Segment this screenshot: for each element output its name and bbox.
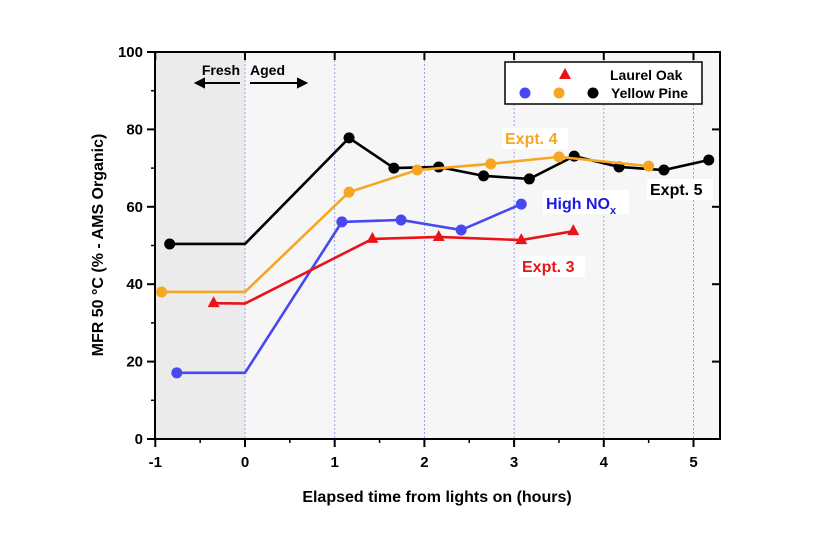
- data-point: [156, 286, 168, 298]
- data-point: [411, 164, 423, 176]
- data-point: [478, 170, 490, 182]
- data-point: [164, 238, 176, 250]
- data-point: [567, 224, 580, 236]
- data-point: [343, 132, 355, 144]
- series-label: Expt. 3: [522, 259, 575, 276]
- data-point: [643, 160, 655, 172]
- data-point: [703, 154, 715, 166]
- label-bg: [647, 179, 713, 200]
- aged-label: Aged: [250, 62, 285, 78]
- y-tick-label: 80: [126, 121, 143, 138]
- legend-label: Laurel Oak: [610, 67, 683, 83]
- data-point: [515, 233, 528, 245]
- x-tick-label: 0: [241, 454, 249, 471]
- x-tick-label: 3: [510, 454, 518, 471]
- arrow-right-icon: [250, 77, 309, 89]
- label-bg: [502, 128, 568, 149]
- data-point: [336, 216, 348, 228]
- data-point: [523, 173, 535, 185]
- data-point: [455, 224, 467, 236]
- legend-marker: [553, 87, 565, 99]
- series-label: Expt. 4: [505, 131, 558, 148]
- fresh-label: Fresh: [202, 62, 240, 78]
- data-point: [388, 162, 400, 174]
- x-tick-label: 5: [689, 454, 697, 471]
- plot-area: [155, 52, 720, 439]
- data-point: [432, 229, 445, 241]
- y-tick-label: 100: [118, 44, 143, 61]
- x-tick-label: -1: [149, 454, 162, 471]
- label-bg: [543, 190, 629, 214]
- legend-marker: [519, 87, 531, 99]
- legend-label: Yellow Pine: [611, 85, 688, 101]
- series-line: [176, 202, 522, 375]
- data-point: [553, 151, 565, 163]
- x-tick-label: 1: [331, 454, 339, 471]
- arrow-left-icon: [193, 77, 240, 89]
- legend: [504, 61, 703, 105]
- legend-marker: [587, 87, 599, 99]
- data-point: [658, 164, 670, 176]
- data-point: [485, 158, 497, 170]
- y-axis-label: MFR 50 °C (% - AMS Organic): [90, 134, 107, 357]
- series-label: Expt. 5: [650, 182, 703, 199]
- data-point: [366, 231, 379, 243]
- y-tick-label: 20: [126, 354, 143, 371]
- y-tick-label: 0: [135, 431, 143, 448]
- data-point: [207, 296, 220, 308]
- series-label-high-nox: High NOx: [546, 196, 617, 217]
- data-point: [395, 214, 407, 226]
- data-point: [343, 186, 355, 198]
- label-bg: [519, 256, 585, 277]
- x-axis-label: Elapsed time from lights on (hours): [302, 489, 571, 506]
- data-point: [171, 367, 183, 379]
- data-point: [515, 198, 527, 210]
- legend-marker: [559, 68, 571, 79]
- x-tick-label: 2: [420, 454, 428, 471]
- y-tick-label: 60: [126, 199, 143, 216]
- series-line: [213, 229, 574, 305]
- x-tick-label: 4: [600, 454, 609, 471]
- y-tick-label: 40: [126, 276, 143, 293]
